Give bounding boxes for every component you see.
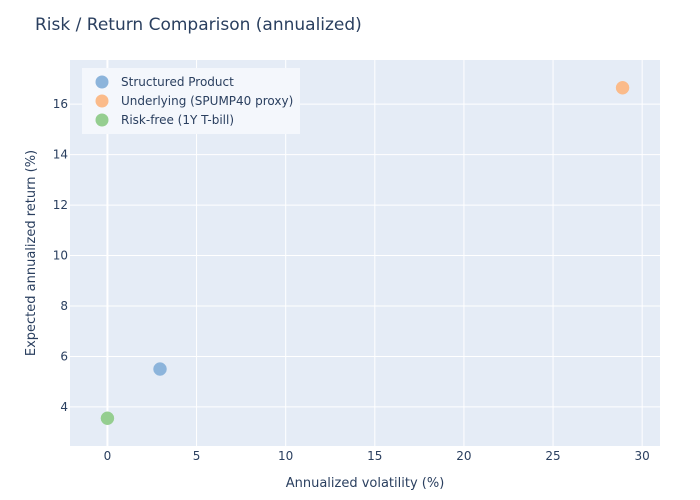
legend: Structured Product Underlying (SPUMP40 pr…	[82, 68, 300, 134]
y-tick-label: 4	[60, 400, 68, 414]
x-tick-label: 20	[456, 449, 471, 463]
x-tick-label: 10	[278, 449, 293, 463]
x-tick-labels: 0 5 10 15 20 25 30	[104, 449, 650, 463]
x-tick-label: 25	[545, 449, 560, 463]
x-tick-label: 5	[193, 449, 201, 463]
x-tick-label: 15	[367, 449, 382, 463]
legend-label: Risk-free (1Y T-bill)	[121, 113, 234, 127]
chart-title: Risk / Return Comparison (annualized)	[35, 15, 362, 35]
x-axis-label: Annualized volatility (%)	[286, 476, 445, 491]
legend-background	[82, 68, 300, 134]
legend-marker	[95, 113, 109, 127]
legend-marker	[95, 75, 109, 89]
legend-label: Underlying (SPUMP40 proxy)	[121, 94, 293, 108]
y-tick-label: 16	[53, 97, 68, 111]
x-tick-label: 0	[104, 449, 112, 463]
legend-label: Structured Product	[121, 75, 234, 89]
y-tick-label: 8	[60, 299, 68, 313]
y-tick-label: 6	[60, 349, 68, 363]
data-point	[100, 411, 115, 425]
y-axis-label: Expected annualized return (%)	[24, 150, 39, 356]
y-tick-labels: 4 6 8 10 12 14 16	[53, 97, 68, 414]
x-tick-label: 30	[635, 449, 650, 463]
data-point	[615, 81, 630, 95]
y-tick-label: 10	[53, 249, 68, 263]
y-tick-label: 12	[53, 198, 68, 212]
y-tick-label: 14	[53, 148, 68, 162]
data-points	[100, 81, 630, 425]
data-point	[153, 362, 167, 376]
legend-marker	[95, 94, 109, 108]
y-gridlines	[70, 103, 660, 408]
